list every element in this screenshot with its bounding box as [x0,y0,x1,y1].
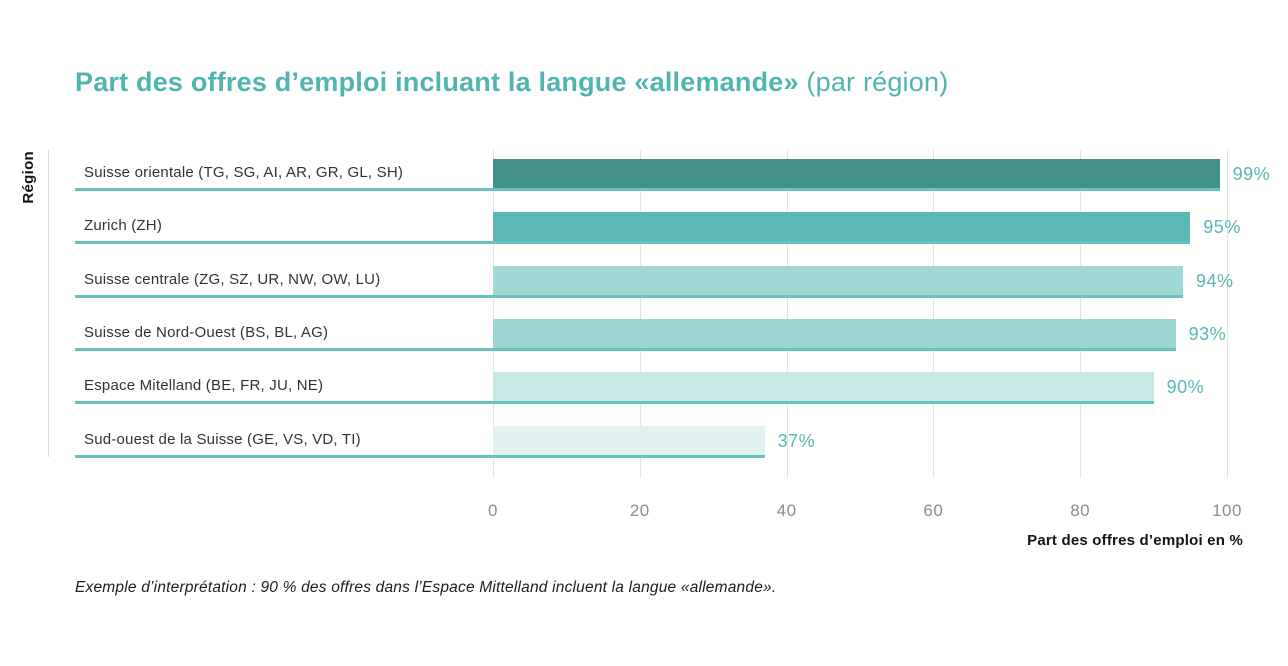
y-axis-label: Région [20,151,37,204]
category-label: Suisse orientale (TG, SG, AI, AR, GR, GL… [84,164,404,181]
x-tick-label: 40 [776,501,797,520]
chart-title: Part des offres d’emploi incluant la lan… [75,66,948,98]
row-underline [75,188,1220,191]
value-label: 90% [1166,377,1205,397]
x-tick-label: 80 [1070,501,1091,520]
y-axis-line [48,150,49,457]
gridline [493,150,494,478]
bar [493,426,765,455]
gridline [786,150,788,478]
bar [493,372,1154,401]
interpretation-note: Exemple d’interprétation : 90 % des offr… [75,579,777,596]
row-underline [75,241,1191,244]
bar [493,319,1176,348]
x-tick-label: 0 [488,501,498,520]
x-axis-label: Part des offres d’emploi en % [1027,532,1243,549]
category-label: Suisse de Nord-Ouest (BS, BL, AG) [84,324,329,341]
gridline [933,150,935,478]
category-label: Espace Mitelland (BE, FR, JU, NE) [84,377,324,394]
bar [493,266,1183,295]
row-underline [75,401,1154,404]
gridline [639,150,641,478]
row-underline [75,295,1183,298]
x-tick-label: 20 [629,501,650,520]
value-label: 95% [1203,217,1241,237]
value-label: 94% [1195,271,1234,291]
row-underline [75,455,765,458]
value-label: 37% [777,431,816,451]
bar [493,159,1220,188]
gridline [1227,150,1228,478]
x-tick-label: 100 [1212,501,1242,520]
category-label: Sud-ouest de la Suisse (GE, VS, VD, TI) [84,431,361,448]
chart-title-main: Part des offres d’emploi incluant la lan… [75,67,799,97]
category-label: Zurich (ZH) [84,217,163,234]
x-tick-label: 60 [923,501,944,520]
category-label: Suisse centrale (ZG, SZ, UR, NW, OW, LU) [84,271,381,288]
value-label: 99% [1232,164,1271,184]
value-label: 93% [1188,324,1227,344]
row-underline [75,348,1176,351]
bar [493,212,1191,241]
chart-title-suffix: (par région) [806,67,949,97]
gridline [1080,150,1082,478]
